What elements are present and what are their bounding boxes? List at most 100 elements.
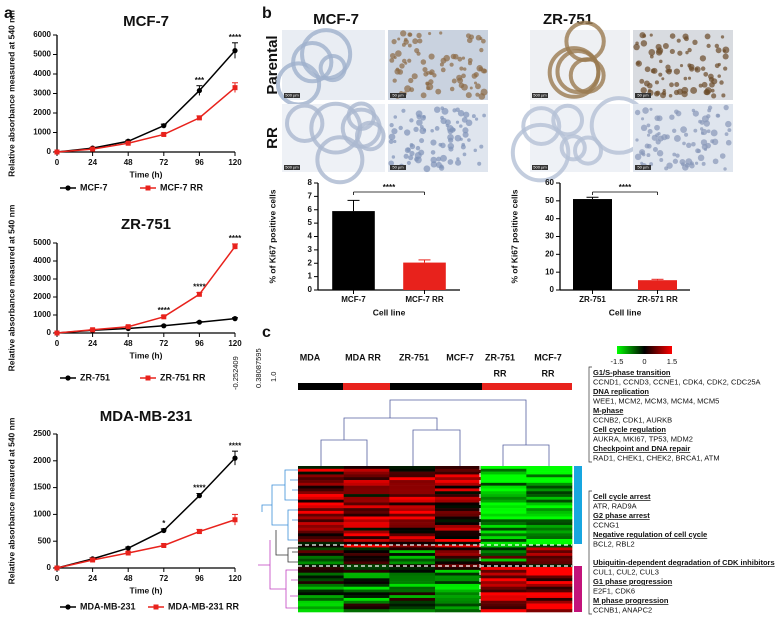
nucleus (697, 154, 705, 162)
nucleus (419, 124, 424, 129)
nucleus (704, 33, 711, 40)
significance: **** (229, 234, 242, 243)
heatmap-cell (526, 519, 573, 523)
heatmap-cell (435, 471, 481, 475)
nucleus (655, 90, 661, 96)
nucleus (719, 153, 726, 159)
heatmap-cell (389, 522, 436, 526)
heatmap-cell (298, 572, 344, 576)
heatmap-cell (526, 567, 573, 571)
marker (196, 87, 202, 94)
heatmap-cell (480, 567, 527, 571)
heatmap-cell (298, 474, 344, 478)
heatmap-cell (526, 499, 573, 503)
heatmap-cell (298, 561, 344, 565)
group-heading: M phase progression (593, 596, 669, 605)
heatmap-cell (435, 513, 481, 517)
heatmap-cell (389, 555, 436, 559)
heatmap-cell (389, 474, 436, 478)
spheroid (559, 134, 587, 162)
y-tick-label: 4000 (33, 69, 51, 78)
column-label: ZR-751 (485, 352, 515, 362)
color-key (617, 346, 672, 354)
heatmap-cell (435, 482, 481, 486)
nucleus (675, 153, 680, 158)
panel-label: a (4, 5, 13, 22)
nucleus (415, 110, 423, 118)
heatmap-cell (526, 609, 573, 613)
heatmap-cell (343, 553, 390, 557)
nucleus (701, 128, 708, 136)
y-tick-label: 3000 (33, 89, 51, 98)
heatmap-cell (298, 499, 344, 503)
marker (161, 527, 167, 534)
x-tick-label: 48 (124, 339, 133, 348)
heatmap-cell (389, 516, 436, 520)
series-line (56, 50, 236, 153)
heatmap-cell (389, 533, 436, 537)
nucleus (430, 128, 434, 133)
nucleus (669, 33, 676, 39)
significance: **** (193, 484, 206, 493)
nucleus (456, 157, 460, 161)
nucleus (432, 73, 437, 78)
heatmap-cell (343, 606, 390, 610)
group-heading: G1 phase progression (593, 577, 673, 586)
marker (196, 493, 202, 499)
heatmap-cell (526, 513, 573, 517)
series-line (56, 246, 236, 334)
nucleus (451, 78, 457, 84)
heatmap-cell (526, 502, 573, 506)
y-tick-label: 2 (308, 258, 313, 267)
nucleus (687, 47, 692, 53)
heatmap-cell (389, 575, 436, 579)
heatmap-cell (526, 603, 573, 607)
heatmap-cell (526, 491, 573, 495)
nucleus (674, 81, 680, 87)
heatmap-cell (526, 569, 573, 573)
heatmap-cell (435, 519, 481, 523)
heatmap-cell (480, 502, 527, 506)
nucleus (682, 33, 689, 40)
heatmap-cell (526, 524, 573, 529)
heatmap-cell (298, 502, 344, 506)
group-heading: Ubiquitin-dependent degradation of CDK i… (593, 558, 775, 567)
nucleus (439, 31, 443, 35)
heatmap-cell (389, 527, 436, 531)
heatmap-cell (298, 550, 344, 554)
nucleus (422, 128, 427, 132)
heatmap-cell (389, 592, 436, 596)
heatmap-cell (298, 488, 344, 492)
nucleus (693, 128, 698, 133)
heatmap-cell (298, 508, 344, 512)
marker (145, 185, 151, 191)
heatmap-cell (298, 533, 344, 537)
nucleus (649, 107, 653, 111)
panel-label: b (262, 5, 272, 22)
x-tick-label: 24 (88, 158, 97, 167)
bar (332, 211, 375, 290)
marker (196, 115, 202, 121)
spheroid (300, 28, 353, 81)
nucleus (461, 142, 466, 147)
heatmap-cell (389, 578, 436, 582)
heatmap-cell (298, 558, 344, 562)
heatmap-cell (526, 558, 573, 562)
spheroid (285, 103, 325, 144)
nucleus (654, 80, 659, 85)
marker (161, 314, 167, 320)
nucleus (436, 156, 442, 162)
nucleus (715, 47, 722, 54)
y-tick-label: 1500 (33, 483, 51, 492)
heatmap-cell (435, 488, 481, 492)
y-axis-label: Relative absorbance measured at 540 nm (6, 204, 16, 371)
heatmap-cell (343, 547, 390, 551)
nucleus (690, 87, 698, 94)
nucleus (710, 129, 718, 137)
heatmap-cell (435, 477, 481, 481)
nucleus (658, 72, 663, 77)
heatmap-cell (435, 474, 481, 478)
nucleus (635, 138, 639, 142)
x-tick-label: 96 (195, 339, 204, 348)
heatmap-cell (435, 496, 481, 500)
